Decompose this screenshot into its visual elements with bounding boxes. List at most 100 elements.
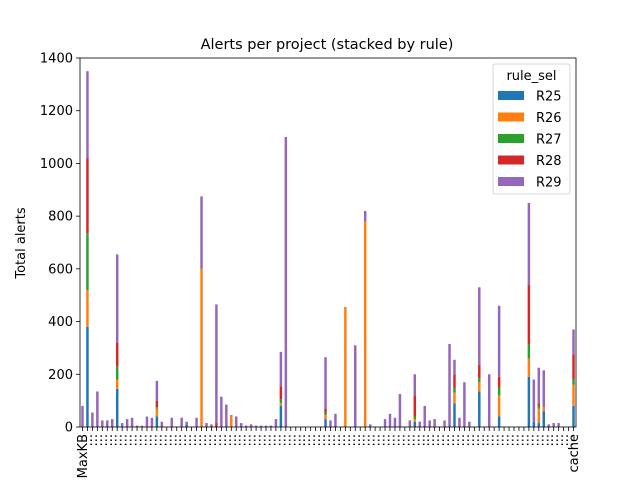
x-tick-label: ...	[255, 434, 270, 446]
x-tick-label: ...	[374, 434, 389, 446]
x-tick-label: ...	[334, 434, 349, 446]
bar-segment-r27	[86, 233, 89, 290]
bar-segment-r28	[86, 158, 89, 234]
x-tick-label: ...	[458, 434, 473, 446]
x-tick-label: ...	[537, 434, 552, 446]
x-tick-label: ...	[468, 434, 483, 446]
bar-segment-r28	[537, 403, 541, 406]
bar-segment-r26	[542, 407, 545, 412]
bar-segment-r28	[572, 354, 575, 380]
x-tick-label: ...	[279, 434, 294, 446]
x-tick-label: ...	[140, 434, 155, 446]
bar-segment-r25	[478, 391, 481, 427]
bar-segment-r29	[86, 71, 89, 159]
x-tick-label: ...	[354, 434, 369, 446]
legend: rule_sel R25 R26 R27 R28 R29	[492, 63, 571, 195]
x-tick-label: ...	[562, 434, 577, 446]
x-tick-label: ...	[557, 434, 572, 446]
bar-segment-r26	[230, 416, 233, 427]
bar-segment-r26	[115, 379, 119, 389]
y-axis: 0 200 400 600 800 1000 1200 1400	[40, 52, 80, 436]
bar-segment-r29	[254, 425, 258, 427]
x-tick-label: ...	[508, 434, 523, 446]
bar-segment-r26	[453, 392, 456, 404]
bar-segment-r29	[532, 379, 536, 422]
x-tick-label: ...	[448, 434, 463, 446]
x-tick-label: ...	[393, 434, 408, 446]
bar-segment-r29	[160, 421, 164, 427]
bar-segment-r29	[249, 424, 253, 427]
x-tick-label: ...	[428, 434, 443, 446]
bar-segment-r29	[269, 425, 273, 427]
bar-segment-r28	[413, 395, 417, 417]
bar-segment-r25	[453, 403, 456, 427]
x-tick-label: ...	[86, 434, 101, 446]
bar-segment-r29	[135, 425, 139, 427]
x-tick-label: ...	[418, 434, 433, 446]
bar-segment-r26	[478, 382, 481, 392]
bar-segment-r29	[334, 413, 337, 427]
x-tick-label: ...	[150, 434, 165, 446]
bar-segment-r29	[155, 380, 159, 401]
bar-segment-r29	[170, 417, 173, 427]
x-tick-label: ...	[527, 434, 542, 446]
x-tick-label: ...	[96, 434, 111, 446]
bar-segment-r27	[324, 412, 327, 416]
bar-segment-r29	[205, 423, 208, 427]
bar-segment-r28	[215, 423, 218, 427]
bar-segment-r26	[363, 221, 367, 427]
x-tick-label: ...	[413, 434, 428, 446]
bar-segment-r29	[552, 423, 555, 427]
bar-segment-r29	[101, 420, 104, 427]
x-axis: MaxKB...................................…	[76, 427, 582, 478]
bar-segment-r29	[230, 415, 233, 417]
x-tick-label: ...	[503, 434, 518, 446]
x-tick-label: ...	[155, 434, 170, 446]
bar-segment-r29	[96, 391, 99, 427]
y-tick-label: 400	[48, 315, 73, 330]
x-tick-label: ...	[344, 434, 359, 446]
bars-layer	[81, 71, 575, 427]
x-tick-label: ...	[185, 434, 200, 446]
bar-segment-r29	[413, 374, 417, 396]
x-tick-label: ...	[195, 434, 210, 446]
bar-segment-r28	[279, 386, 283, 400]
bar-segment-r25	[572, 405, 575, 427]
bar-segment-r29	[264, 425, 268, 427]
bar-segment-r27	[537, 405, 541, 409]
x-tick-label: ...	[131, 434, 146, 446]
legend-label-r28: R28	[536, 154, 562, 169]
x-tick-label: ...	[230, 434, 245, 446]
bar-segment-r29	[111, 419, 114, 427]
x-tick-label: ...	[493, 434, 508, 446]
bar-segment-r29	[487, 374, 491, 427]
bar-segment-r25	[497, 416, 501, 427]
bar-segment-r29	[185, 421, 188, 425]
bar-segment-r25	[324, 419, 327, 427]
bar-segment-r29	[244, 425, 248, 427]
legend-label-r27: R27	[536, 133, 562, 148]
x-tick-label: ...	[106, 434, 121, 446]
bar-segment-r26	[413, 419, 417, 422]
bar-segment-r29	[443, 420, 446, 427]
bar-segment-r26	[572, 384, 575, 406]
bar-segment-r27	[155, 407, 159, 409]
x-tick-label: ...	[180, 434, 195, 446]
bar-segment-r29	[274, 419, 278, 427]
bar-segment-r28	[497, 376, 501, 388]
bar-segment-r28	[453, 374, 456, 388]
x-tick-label: ...	[240, 434, 255, 446]
x-tick-label: ...	[210, 434, 225, 446]
x-tick-label: ...	[190, 434, 205, 446]
x-tick-label: ...	[274, 434, 289, 446]
x-tick-label: ...	[205, 434, 220, 446]
legend-swatch-r27	[498, 134, 524, 143]
x-tick-label: ...	[498, 434, 513, 446]
x-tick-label: ...	[438, 434, 453, 446]
bar-segment-r29	[393, 417, 397, 427]
x-tick-label: ...	[116, 434, 131, 446]
x-tick-label: MaxKB	[76, 434, 91, 478]
bar-segment-r27	[478, 378, 481, 383]
x-tick-label: ...	[542, 434, 557, 446]
chart-title: Alerts per project (stacked by rule)	[201, 37, 454, 53]
